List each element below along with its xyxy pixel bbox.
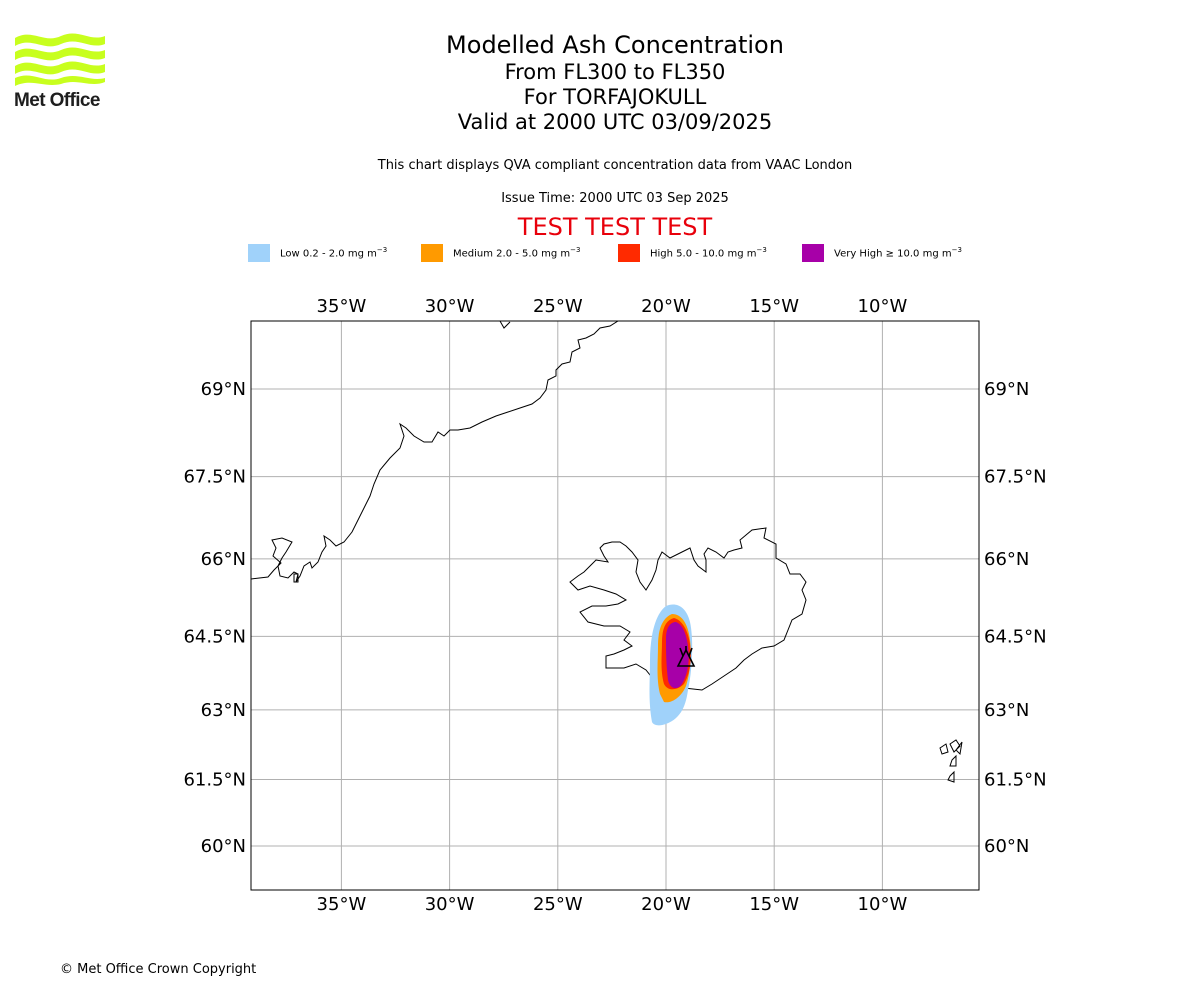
lon-tick-label-bottom: 20°W: [641, 894, 691, 915]
flight-level-range: From FL300 to FL350: [504, 60, 726, 84]
met-office-logo: Met Office: [14, 30, 108, 112]
iceland-coastline: [569, 527, 807, 691]
lat-tick-label-left: 61.5°N: [183, 770, 246, 791]
lat-tick-label-left: 67.5°N: [183, 467, 246, 488]
legend-label-very-high: Very High ≥ 10.0 mg m−3: [834, 246, 962, 260]
legend-swatch-very-high: [802, 244, 824, 262]
graticule: [251, 321, 979, 890]
lon-tick-label-top: 30°W: [425, 296, 475, 317]
chart-title: Modelled Ash Concentration: [446, 31, 784, 59]
faroe-islands: [939, 739, 963, 783]
copyright-notice: © Met Office Crown Copyright: [60, 962, 257, 977]
ash-very-high-contour: [666, 622, 689, 689]
lat-tick-label-right: 69°N: [984, 379, 1029, 400]
lat-tick-label-left: 69°N: [201, 379, 246, 400]
concentration-legend: Low 0.2 - 2.0 mg m−3 Medium 2.0 - 5.0 mg…: [0, 244, 1200, 264]
volcano-triangle-icon: [676, 646, 696, 667]
lat-tick-label-right: 61.5°N: [984, 770, 1047, 791]
lat-tick-label-right: 67.5°N: [984, 467, 1047, 488]
ash-contours: [649, 604, 693, 726]
met-office-logo-text: Met Office: [14, 90, 100, 111]
greenland-north-tip: [499, 321, 511, 329]
volcano-name: For TORFAJOKULL: [523, 85, 707, 109]
legend-swatch-low: [248, 244, 270, 262]
greenland-islet: [293, 573, 299, 583]
lon-tick-label-top: 20°W: [641, 296, 691, 317]
lon-tick-label-bottom: 35°W: [317, 894, 367, 915]
chart-titles: Modelled Ash Concentration From FL300 to…: [365, 30, 865, 135]
chart-description: This chart displays QVA compliant concen…: [377, 158, 853, 173]
legend-item-low: Low 0.2 - 2.0 mg m−3: [248, 244, 387, 262]
legend-swatch-high: [618, 244, 640, 262]
legend-label-low: Low 0.2 - 2.0 mg m−3: [280, 246, 388, 260]
lat-tick-label-right: 63°N: [984, 700, 1029, 721]
legend-swatch-medium: [421, 244, 443, 262]
issue-time: Issue Time: 2000 UTC 03 Sep 2025: [501, 191, 729, 206]
lon-tick-label-bottom: 10°W: [858, 894, 908, 915]
lon-tick-label-top: 25°W: [533, 296, 583, 317]
test-banner: TEST TEST TEST: [517, 213, 713, 241]
lat-tick-label-left: 64.5°N: [183, 626, 246, 647]
met-office-waves-icon: [15, 33, 105, 86]
lon-tick-label-top: 10°W: [858, 296, 908, 317]
lat-tick-label-left: 66°N: [201, 549, 246, 570]
legend-item-very-high: Very High ≥ 10.0 mg m−3: [802, 244, 962, 262]
lat-tick-label-right: 64.5°N: [984, 626, 1047, 647]
lon-tick-label-bottom: 25°W: [533, 894, 583, 915]
legend-label-high: High 5.0 - 10.0 mg m−3: [650, 246, 767, 260]
lon-tick-label-top: 35°W: [317, 296, 367, 317]
greenland-coastline: [251, 321, 619, 583]
lon-tick-label-bottom: 15°W: [749, 894, 799, 915]
legend-item-medium: Medium 2.0 - 5.0 mg m−3: [421, 244, 580, 262]
lon-tick-label-bottom: 30°W: [425, 894, 475, 915]
lat-tick-label-left: 60°N: [201, 836, 246, 857]
lat-tick-label-right: 66°N: [984, 549, 1029, 570]
legend-item-high: High 5.0 - 10.0 mg m−3: [618, 244, 767, 262]
lat-tick-label-left: 63°N: [201, 700, 246, 721]
legend-label-medium: Medium 2.0 - 5.0 mg m−3: [453, 246, 581, 260]
lat-tick-label-right: 60°N: [984, 836, 1029, 857]
map-frame: [250, 320, 980, 891]
lon-tick-label-top: 15°W: [749, 296, 799, 317]
valid-time: Valid at 2000 UTC 03/09/2025: [457, 110, 773, 134]
tick-labels: 35°W 35°W 30°W 30°W 25°W 25°W 20°W 20°W 15°W 15°W…: [183, 296, 1046, 915]
